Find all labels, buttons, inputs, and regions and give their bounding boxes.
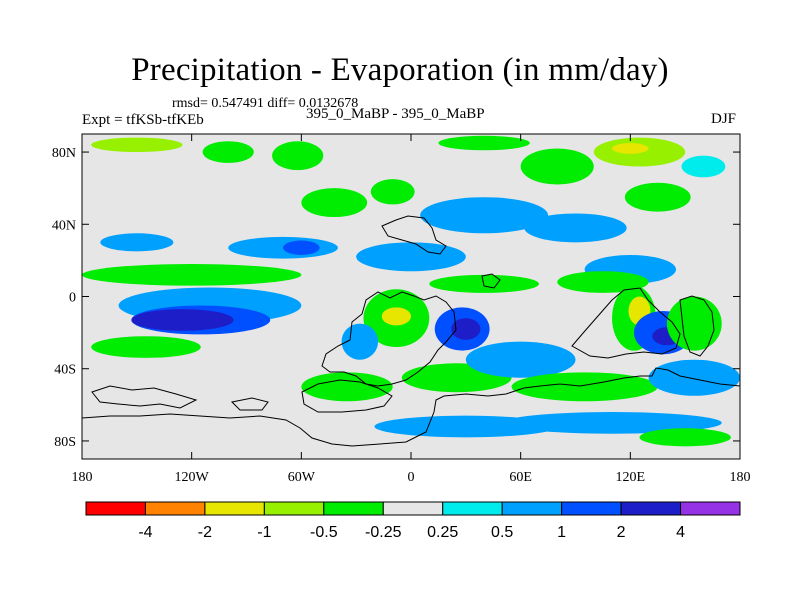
colorbar: -4 -2 -1 -0.5 -0.25 0.25 0.5 1 2 4 bbox=[85, 501, 741, 541]
colorbar-label-0: -4 bbox=[138, 524, 152, 541]
anomaly-region-13 bbox=[100, 233, 174, 252]
anomaly-region-36 bbox=[666, 296, 722, 351]
coastline-australia bbox=[571, 287, 681, 359]
x-tick-label-2: 60W bbox=[288, 470, 316, 485]
colorbar-label-4: -0.25 bbox=[365, 524, 402, 541]
x-tick-label-4: 60E bbox=[509, 470, 532, 485]
anomaly-region-42 bbox=[639, 428, 731, 447]
anomaly-region-23 bbox=[131, 309, 234, 331]
coastline-subantarctic-west bbox=[91, 385, 198, 409]
x-tick-label-6: 180 bbox=[730, 470, 751, 485]
colorbar-label-9: 4 bbox=[676, 524, 685, 541]
anomaly-region-7 bbox=[681, 155, 726, 178]
coastline-small-island bbox=[481, 273, 501, 289]
coastline-subantarctic-mid bbox=[230, 397, 269, 411]
anomaly-region-11 bbox=[420, 197, 549, 234]
colorbar-swatch-10 bbox=[680, 501, 741, 516]
season-label: DJF bbox=[710, 111, 736, 127]
colorbar-swatch-6 bbox=[442, 501, 503, 516]
coastline-south-america bbox=[321, 291, 457, 387]
anomaly-region-39 bbox=[301, 372, 393, 402]
anomaly-region-0 bbox=[91, 137, 183, 153]
anomaly-region-20 bbox=[557, 271, 649, 293]
x-tick-label-0: 180 bbox=[72, 470, 93, 485]
anomaly-region-8 bbox=[624, 182, 691, 212]
anomaly-region-14 bbox=[228, 236, 338, 259]
anomaly-region-37 bbox=[511, 372, 658, 402]
anomaly-region-31 bbox=[465, 341, 576, 378]
colorbar-swatch-3 bbox=[263, 501, 325, 516]
anomaly-region-12 bbox=[524, 213, 627, 243]
y-tick-label-2: 0 bbox=[69, 291, 76, 306]
coastline-new-zealand bbox=[679, 295, 715, 357]
x-tick-label-5: 120E bbox=[616, 470, 646, 485]
coastline-northern-island bbox=[381, 215, 447, 255]
anomaly-region-10 bbox=[370, 179, 415, 205]
anomaly-region-15 bbox=[283, 240, 320, 255]
colorbar-label-1: -2 bbox=[198, 524, 212, 541]
colorbar-label-5: 0.25 bbox=[427, 524, 458, 541]
colorbar-swatch-9 bbox=[620, 501, 682, 516]
colorbar-swatch-1 bbox=[144, 501, 206, 516]
coastline-antarctica bbox=[82, 367, 740, 447]
y-tick-label-4: 80S bbox=[54, 435, 76, 450]
colorbar-swatch-0 bbox=[85, 501, 146, 516]
anomaly-region-1 bbox=[202, 141, 254, 163]
colorbar-swatch-5 bbox=[382, 501, 444, 516]
y-tick-label-0: 80N bbox=[52, 146, 76, 161]
stats-label: rmsd= 0.547491 diff= 0.0132678 bbox=[172, 96, 359, 111]
anomaly-regions bbox=[82, 135, 740, 447]
y-tick-label-1: 40N bbox=[52, 218, 76, 233]
anomaly-region-9 bbox=[301, 188, 368, 218]
colorbar-swatch-4 bbox=[323, 501, 384, 516]
anomaly-region-41 bbox=[502, 412, 722, 434]
anomaly-region-6 bbox=[612, 143, 649, 154]
anomaly-region-18 bbox=[82, 264, 302, 286]
y-axis: 80N 40N 0 40S 80S bbox=[52, 146, 740, 450]
colorbar-swatch-8 bbox=[561, 501, 622, 516]
x-tick-label-1: 120W bbox=[175, 470, 210, 485]
colorbar-swatch-7 bbox=[501, 501, 563, 516]
anomaly-region-4 bbox=[520, 148, 594, 185]
anomaly-region-19 bbox=[429, 274, 539, 293]
anomaly-region-29 bbox=[451, 318, 481, 340]
chart-title: Precipitation - Evaporation (in mm/day) bbox=[131, 52, 669, 88]
coastlines bbox=[82, 215, 740, 447]
colorbar-label-2: -1 bbox=[257, 524, 271, 541]
anomaly-region-2 bbox=[272, 141, 324, 171]
colorbar-label-7: 1 bbox=[557, 524, 566, 541]
y-tick-label-3: 40S bbox=[54, 363, 76, 378]
experiment-label: Expt = tfKSb-tfKEb bbox=[82, 112, 204, 128]
x-tick-label-3: 0 bbox=[408, 470, 415, 485]
anomaly-region-38 bbox=[648, 359, 740, 396]
anomaly-region-16 bbox=[356, 242, 466, 272]
plot-area bbox=[82, 134, 740, 459]
anomaly-region-26 bbox=[381, 307, 411, 326]
x-axis: 180 120W 60W 0 60E 120E 180 bbox=[72, 134, 751, 485]
colorbar-label-3: -0.5 bbox=[310, 524, 338, 541]
colorbar-swatch-2 bbox=[204, 501, 265, 516]
period-label: 395_0_MaBP - 395_0_MaBP bbox=[306, 106, 485, 122]
coastline-africa bbox=[301, 379, 393, 413]
colorbar-label-6: 0.5 bbox=[491, 524, 513, 541]
colorbar-label-8: 2 bbox=[617, 524, 626, 541]
anomaly-region-3 bbox=[438, 135, 530, 151]
anomaly-region-24 bbox=[91, 336, 201, 358]
